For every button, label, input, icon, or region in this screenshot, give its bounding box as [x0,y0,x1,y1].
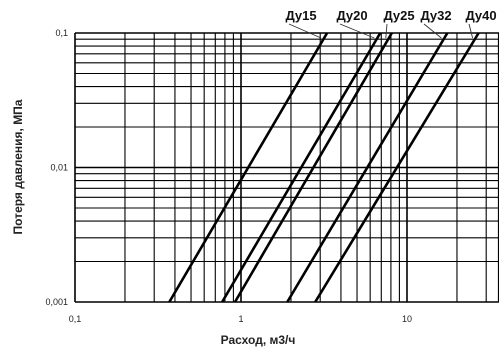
legend-leader-4 [423,23,442,39]
legend-label-1: Ду15 [285,8,316,23]
grid [74,32,499,303]
y-tick-labels: 0,001 0,01 0,1 [45,28,68,307]
series-line-4 [286,32,449,303]
y-tick-label: 0,1 [55,28,68,38]
x-tick-label: 0,1 [69,314,82,324]
y-tick-label: 0,01 [50,163,68,173]
legend-label-2: Ду20 [336,8,367,23]
x-axis-label: Расход, м3/ч [221,333,296,347]
legend-leader-3 [385,23,388,39]
legend-leader-1 [288,23,322,39]
x-tick-label: 10 [402,314,412,324]
x-tick-label: 1 [238,314,243,324]
legend-leaders [288,23,474,39]
x-tick-labels: 0,1 1 10 [69,314,412,324]
legend-label-5: Ду40 [465,8,496,23]
legend: Ду15 Ду20 Ду25 Ду32 Ду40 [285,8,496,23]
y-axis-label: Потеря давления, МПа [11,99,25,234]
series-lines [168,32,480,303]
series-line-2 [221,32,382,303]
y-tick-label: 0,001 [45,297,68,307]
series-line-1 [168,32,329,303]
legend-label-3: Ду25 [383,8,414,23]
series-line-3 [233,32,393,303]
legend-leader-5 [468,23,474,39]
legend-label-4: Ду32 [420,8,451,23]
series-line-5 [314,32,480,303]
legend-leader-2 [339,23,375,39]
